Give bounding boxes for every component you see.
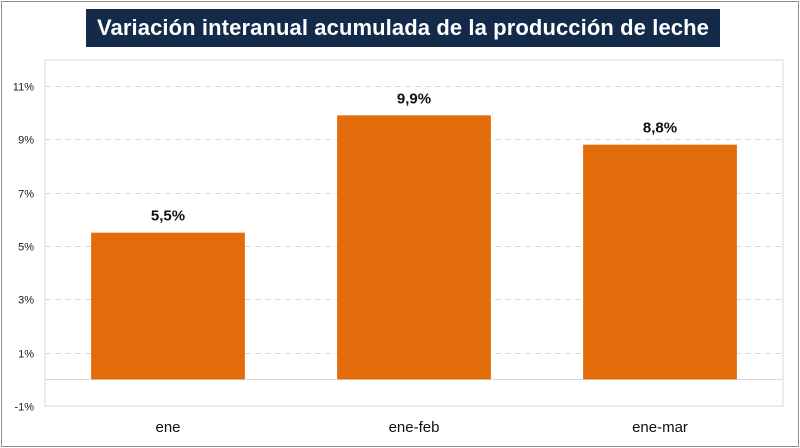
chart-title: Variación interanual acumulada de la pro… xyxy=(96,15,709,40)
data-label: 5,5% xyxy=(151,208,185,225)
y-tick-label: -1% xyxy=(14,402,34,414)
y-tick-label: 3% xyxy=(18,295,34,307)
data-label: 8,8% xyxy=(643,120,677,137)
y-tick-label: 9% xyxy=(18,135,34,147)
chart-title-banner: Variación interanual acumulada de la pro… xyxy=(86,9,720,47)
x-category-label: ene-mar xyxy=(632,419,688,436)
y-tick-label: 5% xyxy=(18,242,34,254)
data-label: 9,9% xyxy=(397,90,431,107)
y-tick-label: 7% xyxy=(18,189,34,201)
x-category-label: ene-feb xyxy=(389,419,440,436)
y-tick-label: 1% xyxy=(18,349,34,361)
x-category-label: ene xyxy=(155,419,180,436)
plot-area xyxy=(44,59,784,407)
bar xyxy=(583,144,737,380)
y-tick-label: 11% xyxy=(13,82,34,94)
bar xyxy=(337,115,491,380)
bar xyxy=(91,232,245,380)
